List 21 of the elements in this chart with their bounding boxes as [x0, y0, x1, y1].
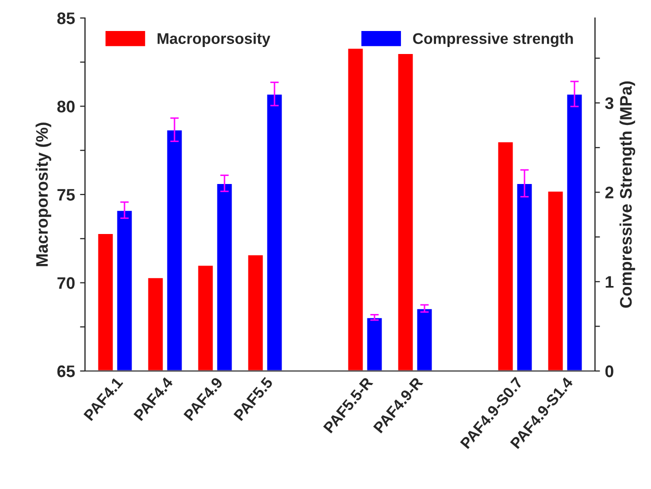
bar: [116, 209, 134, 371]
y-axis-title: Macroporosity (%): [36, 122, 52, 266]
y-tick-label: 80: [57, 100, 75, 112]
bar: [516, 182, 534, 371]
bar: [416, 308, 434, 371]
y2-tick-label: 3: [605, 97, 614, 110]
y2-tick-label: 1: [606, 276, 614, 288]
bar: [366, 316, 384, 371]
y2-axis-title: Compressive Strength (MPa): [620, 81, 636, 308]
y2-tick-label: 0: [605, 365, 614, 378]
y-tick-label: 85: [57, 12, 75, 24]
bar: [566, 93, 584, 371]
bar: [266, 93, 284, 371]
y2-tick-label: 2: [605, 186, 614, 198]
bar: [166, 129, 184, 371]
y-tick-label: 65: [57, 365, 75, 378]
bar: [216, 182, 234, 371]
legend-label: Macroporsosity: [158, 32, 270, 47]
y-tick-label: 70: [57, 277, 75, 289]
legend-label: Compressive strength: [413, 32, 573, 48]
y-tick-label: 75: [57, 189, 75, 201]
